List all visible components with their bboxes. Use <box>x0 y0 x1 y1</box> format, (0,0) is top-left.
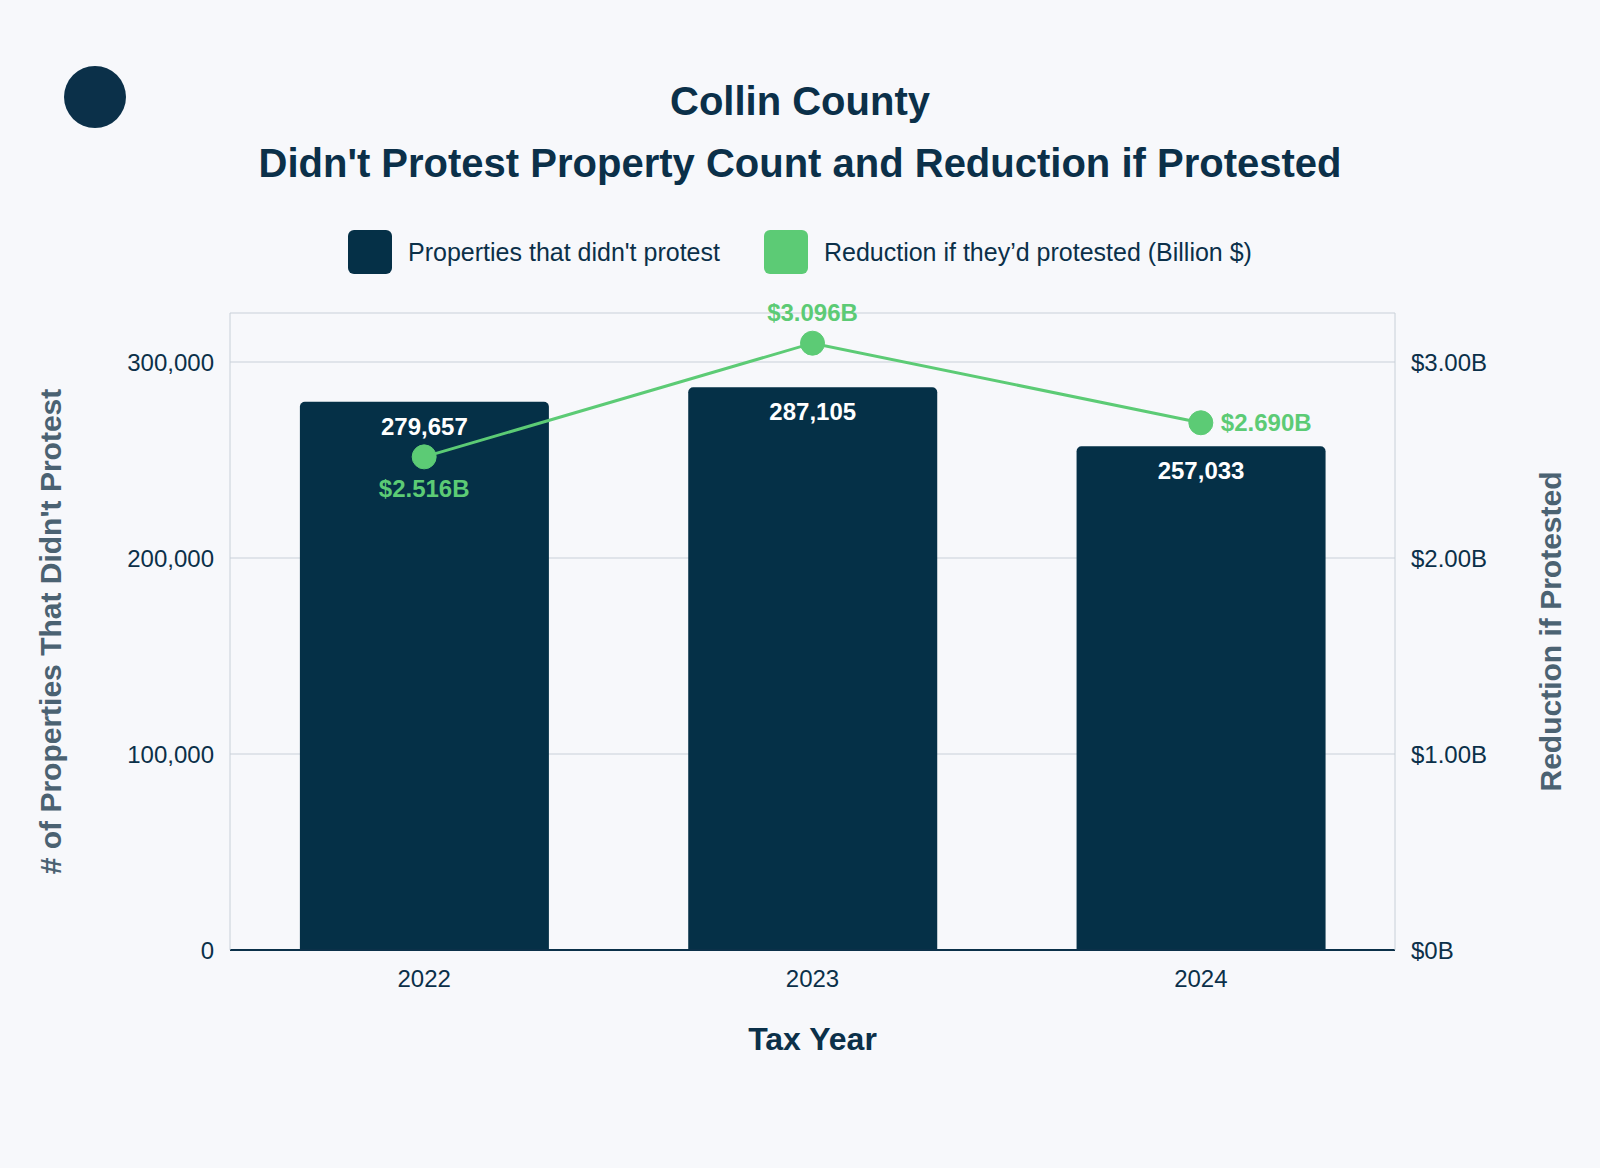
html-text:Didn't Protest Property Count: Didn't Protest Property Count and Reduct… <box>258 141 1342 185</box>
svg-text:Reduction if Protested: Reduction if Protested <box>1534 471 1567 791</box>
svg-text:2022: 2022 <box>397 965 450 992</box>
svg-text:0: 0 <box>201 937 214 964</box>
svg-text:$2.690B: $2.690B <box>1221 409 1312 436</box>
svg-text:$2.00B: $2.00B <box>1411 545 1487 572</box>
svg-text:$3.00B: $3.00B <box>1411 349 1487 376</box>
svg-text:2023: 2023 <box>786 965 839 992</box>
svg-text:$2.516B: $2.516B <box>379 475 470 502</box>
svg-text:279,657: 279,657 <box>381 413 468 440</box>
html-text:Properties that didn't protest: Properties that didn't protest <box>408 237 720 266</box>
svg-text:$3.096B: $3.096B <box>767 299 858 326</box>
svg-text:300,000: 300,000 <box>127 349 214 376</box>
svg-text:$1.00B: $1.00B <box>1411 741 1487 768</box>
svg-text:287,105: 287,105 <box>769 398 856 425</box>
svg-text:Tax Year: Tax Year <box>748 1021 877 1057</box>
svg-text:# of Properties That Didn't Pr: # of Properties That Didn't Protest <box>34 389 67 875</box>
svg-text:$0B: $0B <box>1411 937 1454 964</box>
html-text:Collin County: Collin County <box>670 79 930 123</box>
html-text:Reduction if they’d protested: Reduction if they’d protested (Billion $… <box>823 237 1252 266</box>
svg-text:200,000: 200,000 <box>127 545 214 572</box>
svg-text:2024: 2024 <box>1174 965 1227 992</box>
svg-text:100,000: 100,000 <box>127 741 214 768</box>
svg-text:257,033: 257,033 <box>1158 457 1245 484</box>
